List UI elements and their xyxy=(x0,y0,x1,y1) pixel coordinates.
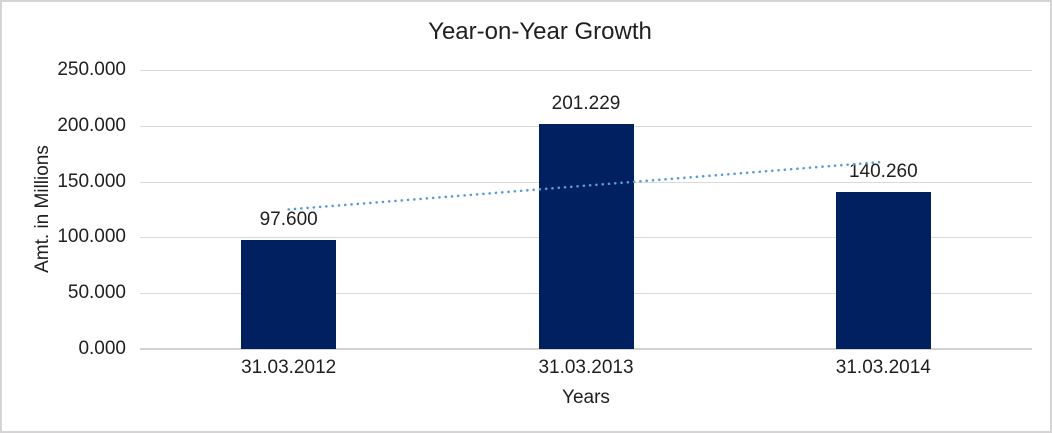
bar-31.03.2014 xyxy=(835,192,931,349)
bar-31.03.2013 xyxy=(538,124,634,349)
gridline xyxy=(140,70,1032,71)
x-axis-line xyxy=(140,348,1032,350)
bar-31.03.2012 xyxy=(241,240,337,349)
x-axis-tick-label: 31.03.2013 xyxy=(538,357,634,378)
y-axis-tick-label: 250.000 xyxy=(57,59,126,80)
chart-title: Year-on-Year Growth xyxy=(428,18,652,45)
y-axis-tick-label: 50.000 xyxy=(67,282,126,304)
y-axis-tick-label: 100.000 xyxy=(57,226,126,248)
bar-data-label: 140.260 xyxy=(848,161,918,183)
plot-area: 97.600 201.229 140.260 xyxy=(140,70,1032,350)
trendline xyxy=(287,160,885,211)
y-axis-tick-label: 200.000 xyxy=(57,114,126,136)
bar-data-label: 97.600 xyxy=(259,209,318,231)
x-axis-tick-label: 31.03.2014 xyxy=(835,357,931,378)
bar-data-label: 201.229 xyxy=(551,93,621,115)
x-axis-title: Years xyxy=(562,387,610,408)
y-axis-title: Amt. in Millions xyxy=(32,145,53,273)
x-axis-tick-label: 31.03.2012 xyxy=(241,357,337,378)
y-axis-tick-label: 150.000 xyxy=(57,170,126,192)
y-axis-tick-label: 0.000 xyxy=(78,338,126,359)
